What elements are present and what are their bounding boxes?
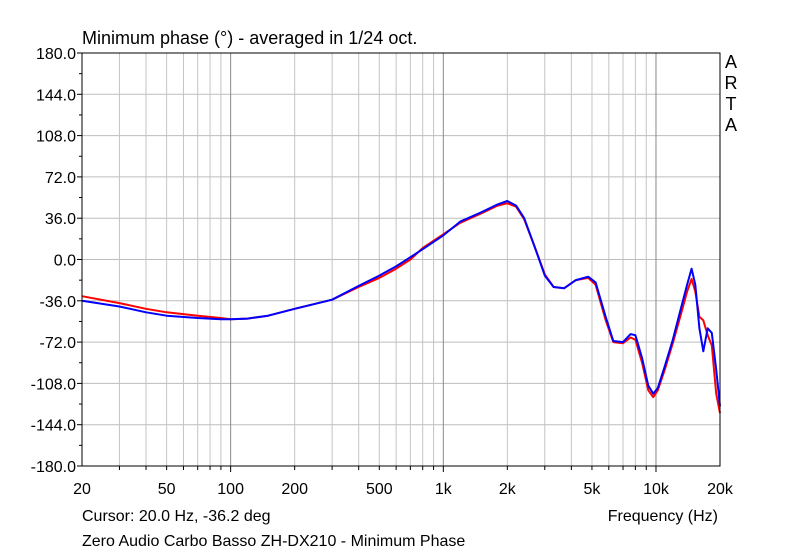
x-tick-label: 50 <box>158 481 176 498</box>
x-tick-label: 500 <box>366 481 393 498</box>
y-tick-label: 108.0 <box>36 129 76 146</box>
y-tick-label: 0.0 <box>54 253 76 270</box>
brand-letter: T <box>726 94 737 114</box>
cursor-readout: Cursor: 20.0 Hz, -36.2 deg <box>82 508 271 525</box>
y-tick-label: -36.0 <box>40 294 77 311</box>
y-tick-label: -180.0 <box>31 459 76 476</box>
y-tick-label: -72.0 <box>40 335 77 352</box>
chart-title: Minimum phase (°) - averaged in 1/24 oct… <box>82 28 417 48</box>
x-tick-label: 1k <box>435 481 453 498</box>
series-line-2 <box>81 200 721 407</box>
grid <box>82 53 720 472</box>
series-line-1 <box>81 202 721 414</box>
y-axis-ticks: 180.0 144.0 108.0 72.0 36.0 0.0 -36.0 -72.0 -108… <box>31 46 82 476</box>
y-tick-label: 180.0 <box>36 46 76 63</box>
brand-letter: A <box>725 115 737 135</box>
x-axis-label: Frequency (Hz) <box>608 508 718 525</box>
y-tick-label: 36.0 <box>45 211 76 228</box>
brand-letter: R <box>725 73 738 93</box>
x-tick-label: 5k <box>584 481 602 498</box>
x-tick-label: 2k <box>499 481 517 498</box>
x-tick-label: 20k <box>707 481 734 498</box>
y-tick-label: 144.0 <box>36 87 76 104</box>
y-tick-label: -144.0 <box>31 418 76 435</box>
x-tick-label: 100 <box>217 481 244 498</box>
x-tick-label: 200 <box>281 481 308 498</box>
brand-letter: A <box>725 52 737 72</box>
series-lines <box>81 200 721 414</box>
plot-frame <box>81 52 721 467</box>
x-tick-label: 10k <box>643 481 670 498</box>
y-tick-label: -108.0 <box>31 376 76 393</box>
chart-caption: Zero Audio Carbo Basso ZH-DX210 - Minimu… <box>82 533 465 550</box>
y-tick-label: 72.0 <box>45 170 76 187</box>
x-tick-label: 20 <box>73 481 91 498</box>
x-axis-ticks: 20 50 100 200 500 1k 2k 5k 10k 20k <box>73 481 734 498</box>
